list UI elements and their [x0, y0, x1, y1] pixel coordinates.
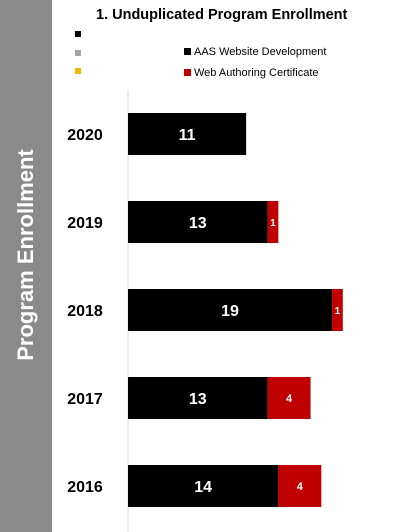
bar-web-authoring-certificate [332, 289, 343, 331]
bar-value-label: 13 [189, 215, 207, 232]
bar-value-label: 14 [194, 479, 212, 496]
bar-value-label: 4 [286, 393, 293, 405]
legend-swatch-aas [184, 48, 191, 55]
legend-item-wac: Web Authoring Certificate [184, 67, 319, 79]
legend-label-aas: AAS Website Development [194, 46, 327, 58]
y-tick-label: 2018 [67, 303, 103, 320]
bar-value-label: 4 [297, 481, 304, 493]
bar-value-label: 1 [335, 306, 341, 317]
bar-web-authoring-certificate [278, 465, 322, 507]
bar-aas-website-development [128, 201, 268, 243]
legend-label-wac: Web Authoring Certificate [194, 67, 319, 79]
bar-web-authoring-certificate [267, 377, 311, 419]
bar-web-authoring-certificate [267, 201, 279, 243]
bar-aas-website-development [128, 377, 268, 419]
bar-value-label: 19 [221, 303, 239, 320]
bar-value-label: 1 [270, 218, 276, 229]
legend-swatch-wac [184, 69, 191, 76]
bar-value-label: 11 [179, 127, 196, 144]
left-marker-black [75, 31, 81, 37]
bar-value-label: 13 [189, 391, 207, 408]
y-tick-label: 2016 [67, 479, 103, 496]
left-marker-yellow [75, 68, 81, 74]
sidebar-panel: Program Enrollment [0, 0, 52, 532]
legend-item-aas: AAS Website Development [184, 46, 326, 58]
chart-title: 1. Unduplicated Program Enrollment [96, 7, 348, 23]
left-marker-gray [75, 50, 81, 56]
bar-aas-website-development [128, 289, 333, 331]
bar-aas-website-development [128, 465, 279, 507]
y-tick-label: 2017 [67, 391, 103, 408]
bar-aas-website-development [128, 113, 247, 155]
y-tick-label: 2020 [67, 127, 103, 144]
y-tick-label: 2019 [67, 215, 103, 232]
